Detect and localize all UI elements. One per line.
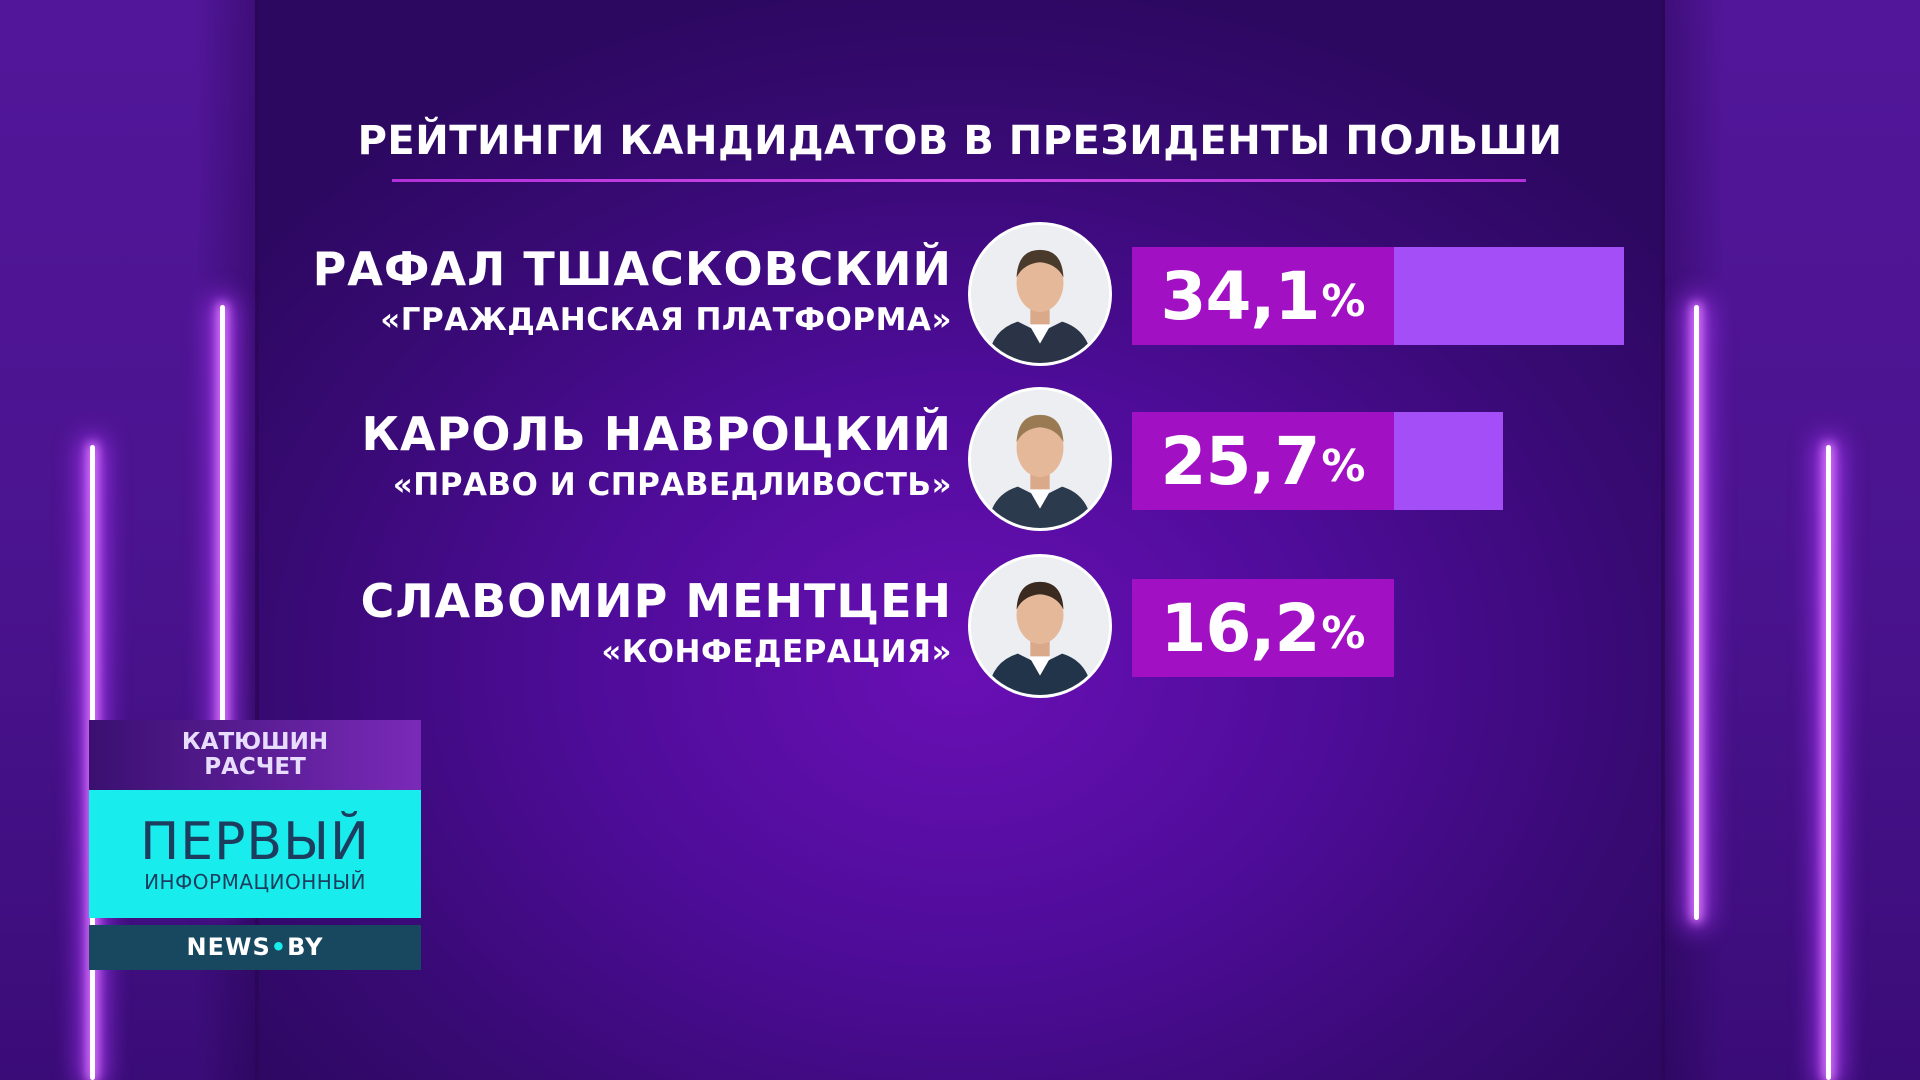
percent-sign: % xyxy=(1321,275,1366,327)
neon-light-left-inner xyxy=(220,305,225,900)
logo-site-part-b: BY xyxy=(287,933,324,961)
person-silhouette-icon xyxy=(971,557,1109,695)
candidate-row: СЛАВОМИР МЕНТЦЕН «КОНФЕДЕРАЦИЯ» 16,2% xyxy=(0,554,1920,704)
value-label-box: 25,7% xyxy=(1132,412,1394,510)
data-label: 34,1 xyxy=(1160,257,1321,335)
logo-brand-block: ПЕРВЫЙ ИНФОРМАЦИОННЫЙ xyxy=(89,790,421,918)
logo-site-dot: • xyxy=(270,933,288,961)
logo-brand-text: ПЕРВЫЙ xyxy=(140,812,370,872)
channel-logo: КАТЮШИН РАСЧЕТ ПЕРВЫЙ ИНФОРМАЦИОННЫЙ NEW… xyxy=(89,720,421,970)
data-label: 16,2 xyxy=(1160,589,1321,667)
logo-subtitle: ИНФОРМАЦИОННЫЙ xyxy=(144,870,366,894)
chart-title: РЕЙТИНГИ КАНДИДАТОВ В ПРЕЗИДЕНТЫ ПОЛЬШИ xyxy=(357,118,1563,164)
value-label-box: 16,2% xyxy=(1132,579,1394,677)
candidate-portrait xyxy=(968,554,1112,698)
logo-website: NEWS•BY xyxy=(89,925,421,970)
source-caption: КАТЮШИН РАСЧЕТ xyxy=(89,720,421,790)
candidate-party: «КОНФЕДЕРАЦИЯ» xyxy=(601,634,952,670)
candidate-row: РАФАЛ ТШАСКОВСКИЙ «ГРАЖДАНСКАЯ ПЛАТФОРМА»… xyxy=(0,222,1920,372)
candidate-portrait xyxy=(968,387,1112,531)
percent-sign: % xyxy=(1321,440,1366,492)
right-stage-panel xyxy=(1661,0,1920,1080)
candidate-party: «ПРАВО И СПРАВЕДЛИВОСТЬ» xyxy=(392,467,952,503)
neon-light-right-outer xyxy=(1826,445,1831,1080)
candidate-name: РАФАЛ ТШАСКОВСКИЙ xyxy=(312,242,952,296)
candidate-row: КАРОЛЬ НАВРОЦКИЙ «ПРАВО И СПРАВЕДЛИВОСТЬ»… xyxy=(0,387,1920,537)
person-silhouette-icon xyxy=(971,225,1109,363)
data-label: 25,7 xyxy=(1160,422,1321,500)
candidate-name: СЛАВОМИР МЕНТЦЕН xyxy=(360,574,952,628)
candidate-name: КАРОЛЬ НАВРОЦКИЙ xyxy=(361,407,952,461)
candidate-portrait xyxy=(968,222,1112,366)
source-line-1: КАТЮШИН xyxy=(181,729,329,755)
percent-sign: % xyxy=(1321,607,1366,659)
logo-site-part-a: NEWS xyxy=(186,933,271,961)
person-silhouette-icon xyxy=(971,390,1109,528)
value-label-box: 34,1% xyxy=(1132,247,1394,345)
candidate-party: «ГРАЖДАНСКАЯ ПЛАТФОРМА» xyxy=(380,302,952,338)
title-underline xyxy=(392,179,1526,182)
neon-light-right-inner xyxy=(1694,305,1699,920)
source-line-2: РАСЧЕТ xyxy=(204,754,306,780)
